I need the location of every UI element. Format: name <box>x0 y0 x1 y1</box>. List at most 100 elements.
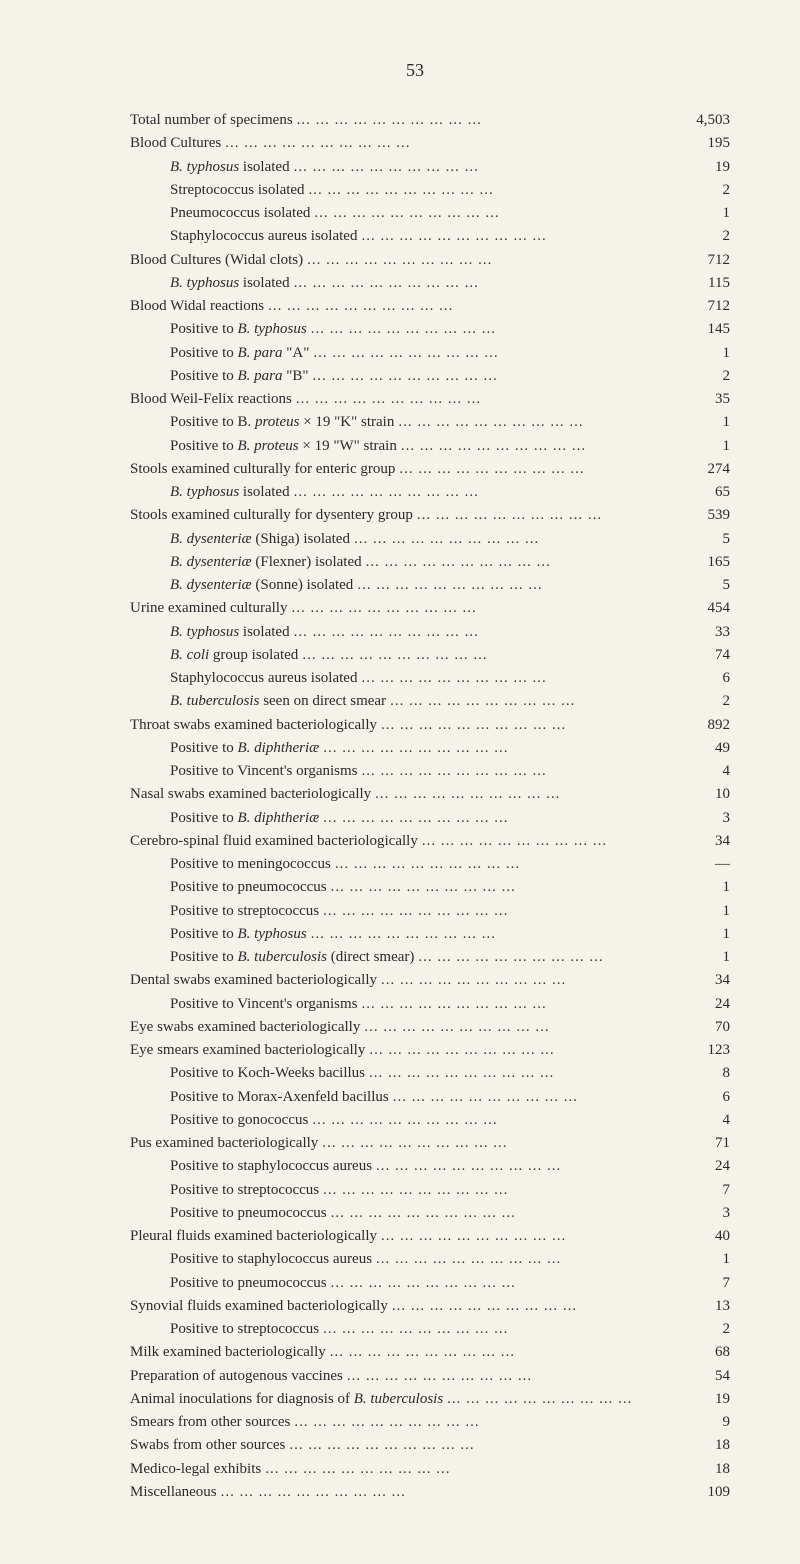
leader-dots <box>319 737 662 760</box>
row-label: Positive to B. para "A" <box>100 342 309 365</box>
row-value: 70 <box>662 1016 730 1039</box>
list-row: Staphylococcus aureus isolated 2 <box>100 225 730 248</box>
row-label: Eye smears examined bacteriologically <box>100 1039 365 1062</box>
row-value: 4 <box>662 1109 730 1132</box>
row-label: Staphylococcus aureus isolated <box>100 225 357 248</box>
leader-dots <box>319 1318 662 1341</box>
row-label: B. dysenteriæ (Flexner) isolated <box>100 551 362 574</box>
row-label: B. tuberculosis seen on direct smear <box>100 690 386 713</box>
list-row: Nasal swabs examined bacteriologically10 <box>100 783 730 806</box>
leader-dots <box>372 1155 662 1178</box>
row-value: 34 <box>662 969 730 992</box>
row-label: Positive to Vincent's organisms <box>100 993 358 1016</box>
row-value: 3 <box>662 1202 730 1225</box>
row-value: 10 <box>662 783 730 806</box>
row-label: Pleural fluids examined bacteriologicall… <box>100 1225 377 1248</box>
list-row: Positive to pneumococcus1 <box>100 876 730 899</box>
list-row: B. typhosus isolated 33 <box>100 621 730 644</box>
leader-dots <box>414 946 662 969</box>
row-label: Positive to pneumococcus <box>100 1272 327 1295</box>
leader-dots <box>290 1411 662 1434</box>
row-value: 6 <box>662 667 730 690</box>
leader-dots <box>261 1458 662 1481</box>
row-value: 68 <box>662 1341 730 1364</box>
leader-dots <box>443 1388 662 1411</box>
list-row: B. coli group isolated74 <box>100 644 730 667</box>
row-label: Stools examined culturally for enteric g… <box>100 458 395 481</box>
list-row: Positive to B. typhosus145 <box>100 318 730 341</box>
row-label: Positive to staphylococcus aureus <box>100 1155 372 1178</box>
list-row: B. tuberculosis seen on direct smear 2 <box>100 690 730 713</box>
leader-dots <box>327 1272 662 1295</box>
row-value: 40 <box>662 1225 730 1248</box>
list-row: Urine examined culturally454 <box>100 597 730 620</box>
row-label: Total number of specimens <box>100 109 293 132</box>
list-row: Positive to Koch-Weeks bacillus8 <box>100 1062 730 1085</box>
leader-dots <box>353 574 662 597</box>
list-row: Pus examined bacteriologically71 <box>100 1132 730 1155</box>
row-value: 3 <box>662 807 730 830</box>
leader-dots <box>310 202 662 225</box>
row-value: 1 <box>662 342 730 365</box>
row-label: Blood Cultures <box>100 132 221 155</box>
leader-dots <box>290 272 662 295</box>
row-label: B. typhosus isolated <box>100 272 290 295</box>
row-value: 13 <box>662 1295 730 1318</box>
row-value: 33 <box>662 621 730 644</box>
row-value: 4 <box>662 760 730 783</box>
leader-dots <box>285 1434 662 1457</box>
list-row: B. dysenteriæ (Shiga) isolated5 <box>100 528 730 551</box>
leader-dots <box>360 1016 662 1039</box>
leader-dots <box>309 342 662 365</box>
list-row: Positive to streptococcus1 <box>100 900 730 923</box>
row-value: 109 <box>662 1481 730 1504</box>
row-value: 195 <box>662 132 730 155</box>
row-label: Positive to B. tuberculosis (direct smea… <box>100 946 414 969</box>
list-row: Positive to B. proteus × 19 "K" strain1 <box>100 411 730 434</box>
row-label: Positive to B. proteus × 19 "W" strain <box>100 435 397 458</box>
row-label: B. dysenteriæ (Shiga) isolated <box>100 528 350 551</box>
row-label: Positive to streptococcus <box>100 1318 319 1341</box>
leader-dots <box>309 365 662 388</box>
list-row: Positive to pneumococcus7 <box>100 1272 730 1295</box>
row-value: 1 <box>662 876 730 899</box>
row-value: 2 <box>662 365 730 388</box>
list-row: Positive to Vincent's organisms24 <box>100 993 730 1016</box>
row-label: Staphylococcus aureus isolated <box>100 667 357 690</box>
leader-dots <box>371 783 662 806</box>
leader-dots <box>358 993 663 1016</box>
row-label: B. typhosus isolated <box>100 156 290 179</box>
leader-dots <box>327 1202 662 1225</box>
row-value: 145 <box>662 318 730 341</box>
leader-dots <box>303 249 662 272</box>
row-label: B. dysenteriæ (Sonne) isolated <box>100 574 353 597</box>
row-label: Swabs from other sources <box>100 1434 285 1457</box>
list-row: Stools examined culturally for enteric g… <box>100 458 730 481</box>
row-value: 7 <box>662 1179 730 1202</box>
leader-dots <box>331 853 662 876</box>
leader-dots <box>298 644 662 667</box>
row-value: 712 <box>662 249 730 272</box>
row-label: Streptococcus isolated <box>100 179 305 202</box>
row-label: Blood Widal reactions <box>100 295 264 318</box>
row-value: 8 <box>662 1062 730 1085</box>
row-value: 165 <box>662 551 730 574</box>
row-value: 2 <box>662 690 730 713</box>
list-row: Blood Cultures 195 <box>100 132 730 155</box>
row-value: 2 <box>662 225 730 248</box>
row-value: 539 <box>662 504 730 527</box>
row-value: 1 <box>662 900 730 923</box>
list-row: Positive to staphylococcus aureus1 <box>100 1248 730 1271</box>
leader-dots <box>377 969 662 992</box>
leader-dots <box>377 714 662 737</box>
leader-dots <box>292 388 662 411</box>
leader-dots <box>287 597 662 620</box>
leader-dots <box>319 900 662 923</box>
row-label: Pneumococcus isolated <box>100 202 310 225</box>
list-row: Positive to B. diphtheriæ49 <box>100 737 730 760</box>
row-label: B. typhosus isolated <box>100 621 290 644</box>
row-value: 1 <box>662 946 730 969</box>
list-row: Blood Widal reactions712 <box>100 295 730 318</box>
list-row: Preparation of autogenous vaccines54 <box>100 1365 730 1388</box>
row-value: 6 <box>662 1086 730 1109</box>
